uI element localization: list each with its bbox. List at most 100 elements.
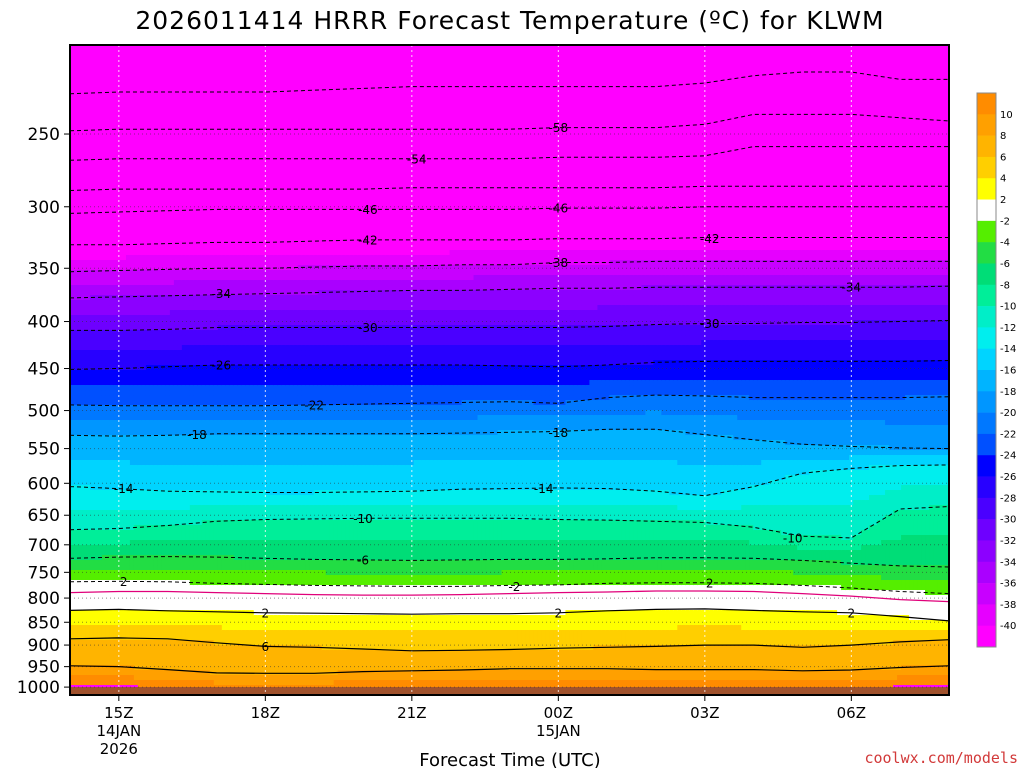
temperature-cell [145, 200, 151, 206]
temperature-cell [121, 195, 127, 201]
temperature-cell [125, 325, 131, 331]
temperature-cell [177, 320, 183, 326]
temperature-cell [101, 480, 107, 486]
temperature-cell [181, 225, 187, 231]
temperature-cell [125, 515, 131, 521]
temperature-cell [74, 385, 79, 391]
temperature-cell [221, 170, 227, 176]
temperature-cell [217, 230, 223, 236]
temperature-cell [221, 45, 227, 51]
temperature-cell [173, 675, 179, 681]
temperature-cell [121, 230, 127, 236]
temperature-cell [153, 600, 159, 606]
temperature-cell [81, 305, 87, 311]
temperature-cell [197, 335, 203, 341]
temperature-cell [89, 435, 95, 441]
temperature-cell [105, 390, 111, 396]
temperature-cell [113, 275, 119, 281]
temperature-cell [101, 580, 107, 586]
temperature-cell [105, 65, 111, 71]
temperature-cell [213, 280, 219, 286]
temperature-cell [85, 310, 91, 316]
temperature-cell [101, 430, 107, 436]
temperature-cell [209, 635, 215, 641]
temperature-cell [137, 190, 143, 196]
temperature-cell [137, 140, 143, 146]
temperature-cell [113, 105, 119, 111]
temperature-cell [181, 575, 187, 581]
temperature-cell [161, 315, 167, 321]
temperature-cell [70, 540, 75, 546]
temperature-cell [97, 305, 103, 311]
temperature-cell [85, 555, 91, 561]
temperature-cell [81, 510, 87, 516]
temperature-cell [213, 415, 219, 421]
temperature-cell [74, 480, 79, 486]
temperature-cell [81, 525, 87, 531]
temperature-cell [209, 300, 215, 306]
temperature-cell [97, 470, 103, 476]
temperature-cell [105, 225, 111, 231]
temperature-cell [197, 380, 203, 386]
temperature-cell [185, 255, 191, 261]
temperature-cell [201, 550, 207, 556]
temperature-cell [105, 170, 111, 176]
temperature-cell [161, 510, 167, 516]
temperature-cell [133, 545, 139, 551]
temperature-cell [74, 410, 79, 416]
temperature-cell [173, 430, 179, 436]
temperature-cell [149, 270, 155, 276]
temperature-cell [157, 630, 163, 636]
temperature-cell [153, 655, 159, 661]
temperature-cell [153, 155, 159, 161]
temperature-cell [185, 370, 191, 376]
temperature-cell [101, 185, 107, 191]
temperature-cell [74, 255, 79, 261]
temperature-cell [85, 360, 91, 366]
temperature-cell [189, 555, 195, 561]
temperature-cell [81, 520, 87, 526]
temperature-cell [145, 205, 151, 211]
temperature-cell [169, 60, 175, 66]
temperature-cell [125, 400, 131, 406]
temperature-cell [93, 665, 99, 671]
temperature-cell [129, 465, 135, 471]
temperature-cell [137, 415, 143, 421]
temperature-cell [213, 120, 219, 126]
temperature-cell [93, 355, 99, 361]
temperature-cell [105, 220, 111, 226]
temperature-cell [85, 260, 91, 266]
temperature-cell [165, 665, 171, 671]
temperature-cell [77, 230, 83, 236]
temperature-cell [181, 85, 187, 91]
temperature-cell [205, 220, 211, 226]
temperature-cell [161, 485, 167, 491]
temperature-cell [189, 105, 195, 111]
temperature-cell [129, 610, 135, 616]
temperature-cell [213, 255, 219, 261]
temperature-cell [101, 105, 107, 111]
temperature-cell [125, 355, 131, 361]
temperature-cell [117, 375, 123, 381]
temperature-cell [137, 625, 143, 631]
temperature-cell [93, 235, 99, 241]
temperature-cell [209, 565, 215, 571]
temperature-cell [153, 210, 159, 216]
temperature-cell [77, 125, 83, 131]
temperature-cell [205, 370, 211, 376]
temperature-cell [74, 465, 79, 471]
temperature-cell [157, 285, 163, 291]
temperature-cell [101, 610, 107, 616]
temperature-cell [141, 340, 147, 346]
temperature-cell [173, 350, 179, 356]
temperature-cell [169, 430, 175, 436]
temperature-cell [217, 245, 223, 251]
temperature-cell [113, 655, 119, 661]
temperature-cell [113, 675, 119, 681]
temperature-cell [205, 85, 211, 91]
temperature-cell [97, 130, 103, 136]
temperature-cell [109, 670, 115, 676]
temperature-cell [177, 490, 183, 496]
temperature-cell [193, 120, 199, 126]
